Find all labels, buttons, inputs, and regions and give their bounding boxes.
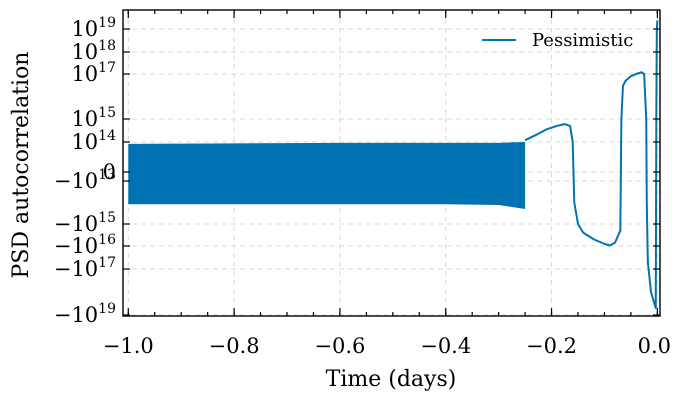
x-tick-label: −0.8 xyxy=(209,334,260,358)
series-line-pessimistic xyxy=(524,20,659,310)
x-tick-label: −1.0 xyxy=(103,334,154,358)
y-tick-label: 1017 xyxy=(71,60,116,86)
legend-label-pessimistic: Pessimistic xyxy=(532,30,633,51)
y-tick-label: −1019 xyxy=(54,301,116,327)
legend: Pessimistic xyxy=(482,30,633,51)
y-tick-label: −1017 xyxy=(54,255,116,281)
y-tick-label: −1013 xyxy=(54,167,116,193)
plot-frame xyxy=(122,9,661,317)
x-tick-label: −0.6 xyxy=(314,334,365,358)
x-axis-label: Time (days) xyxy=(326,367,457,392)
y-tick-label: −1015 xyxy=(54,210,116,236)
x-tick-labels: −1.0 −0.8 −0.6 −0.4 −0.2 0.0 xyxy=(103,334,671,358)
series-oscillation-band xyxy=(128,142,526,209)
y-tick-labels: 101910181017101510140−1013−1015−1016−101… xyxy=(54,15,116,327)
y-tick-label: 1014 xyxy=(71,128,116,154)
series-layer xyxy=(128,20,659,310)
x-tick-label: 0.0 xyxy=(638,334,671,358)
y-axis-label: PSD autocorrelation xyxy=(9,52,34,279)
y-tick-label: 0 xyxy=(103,160,116,184)
tick-marks xyxy=(123,10,660,316)
x-tick-label: −0.4 xyxy=(420,334,471,358)
x-tick-label: −0.2 xyxy=(526,334,577,358)
